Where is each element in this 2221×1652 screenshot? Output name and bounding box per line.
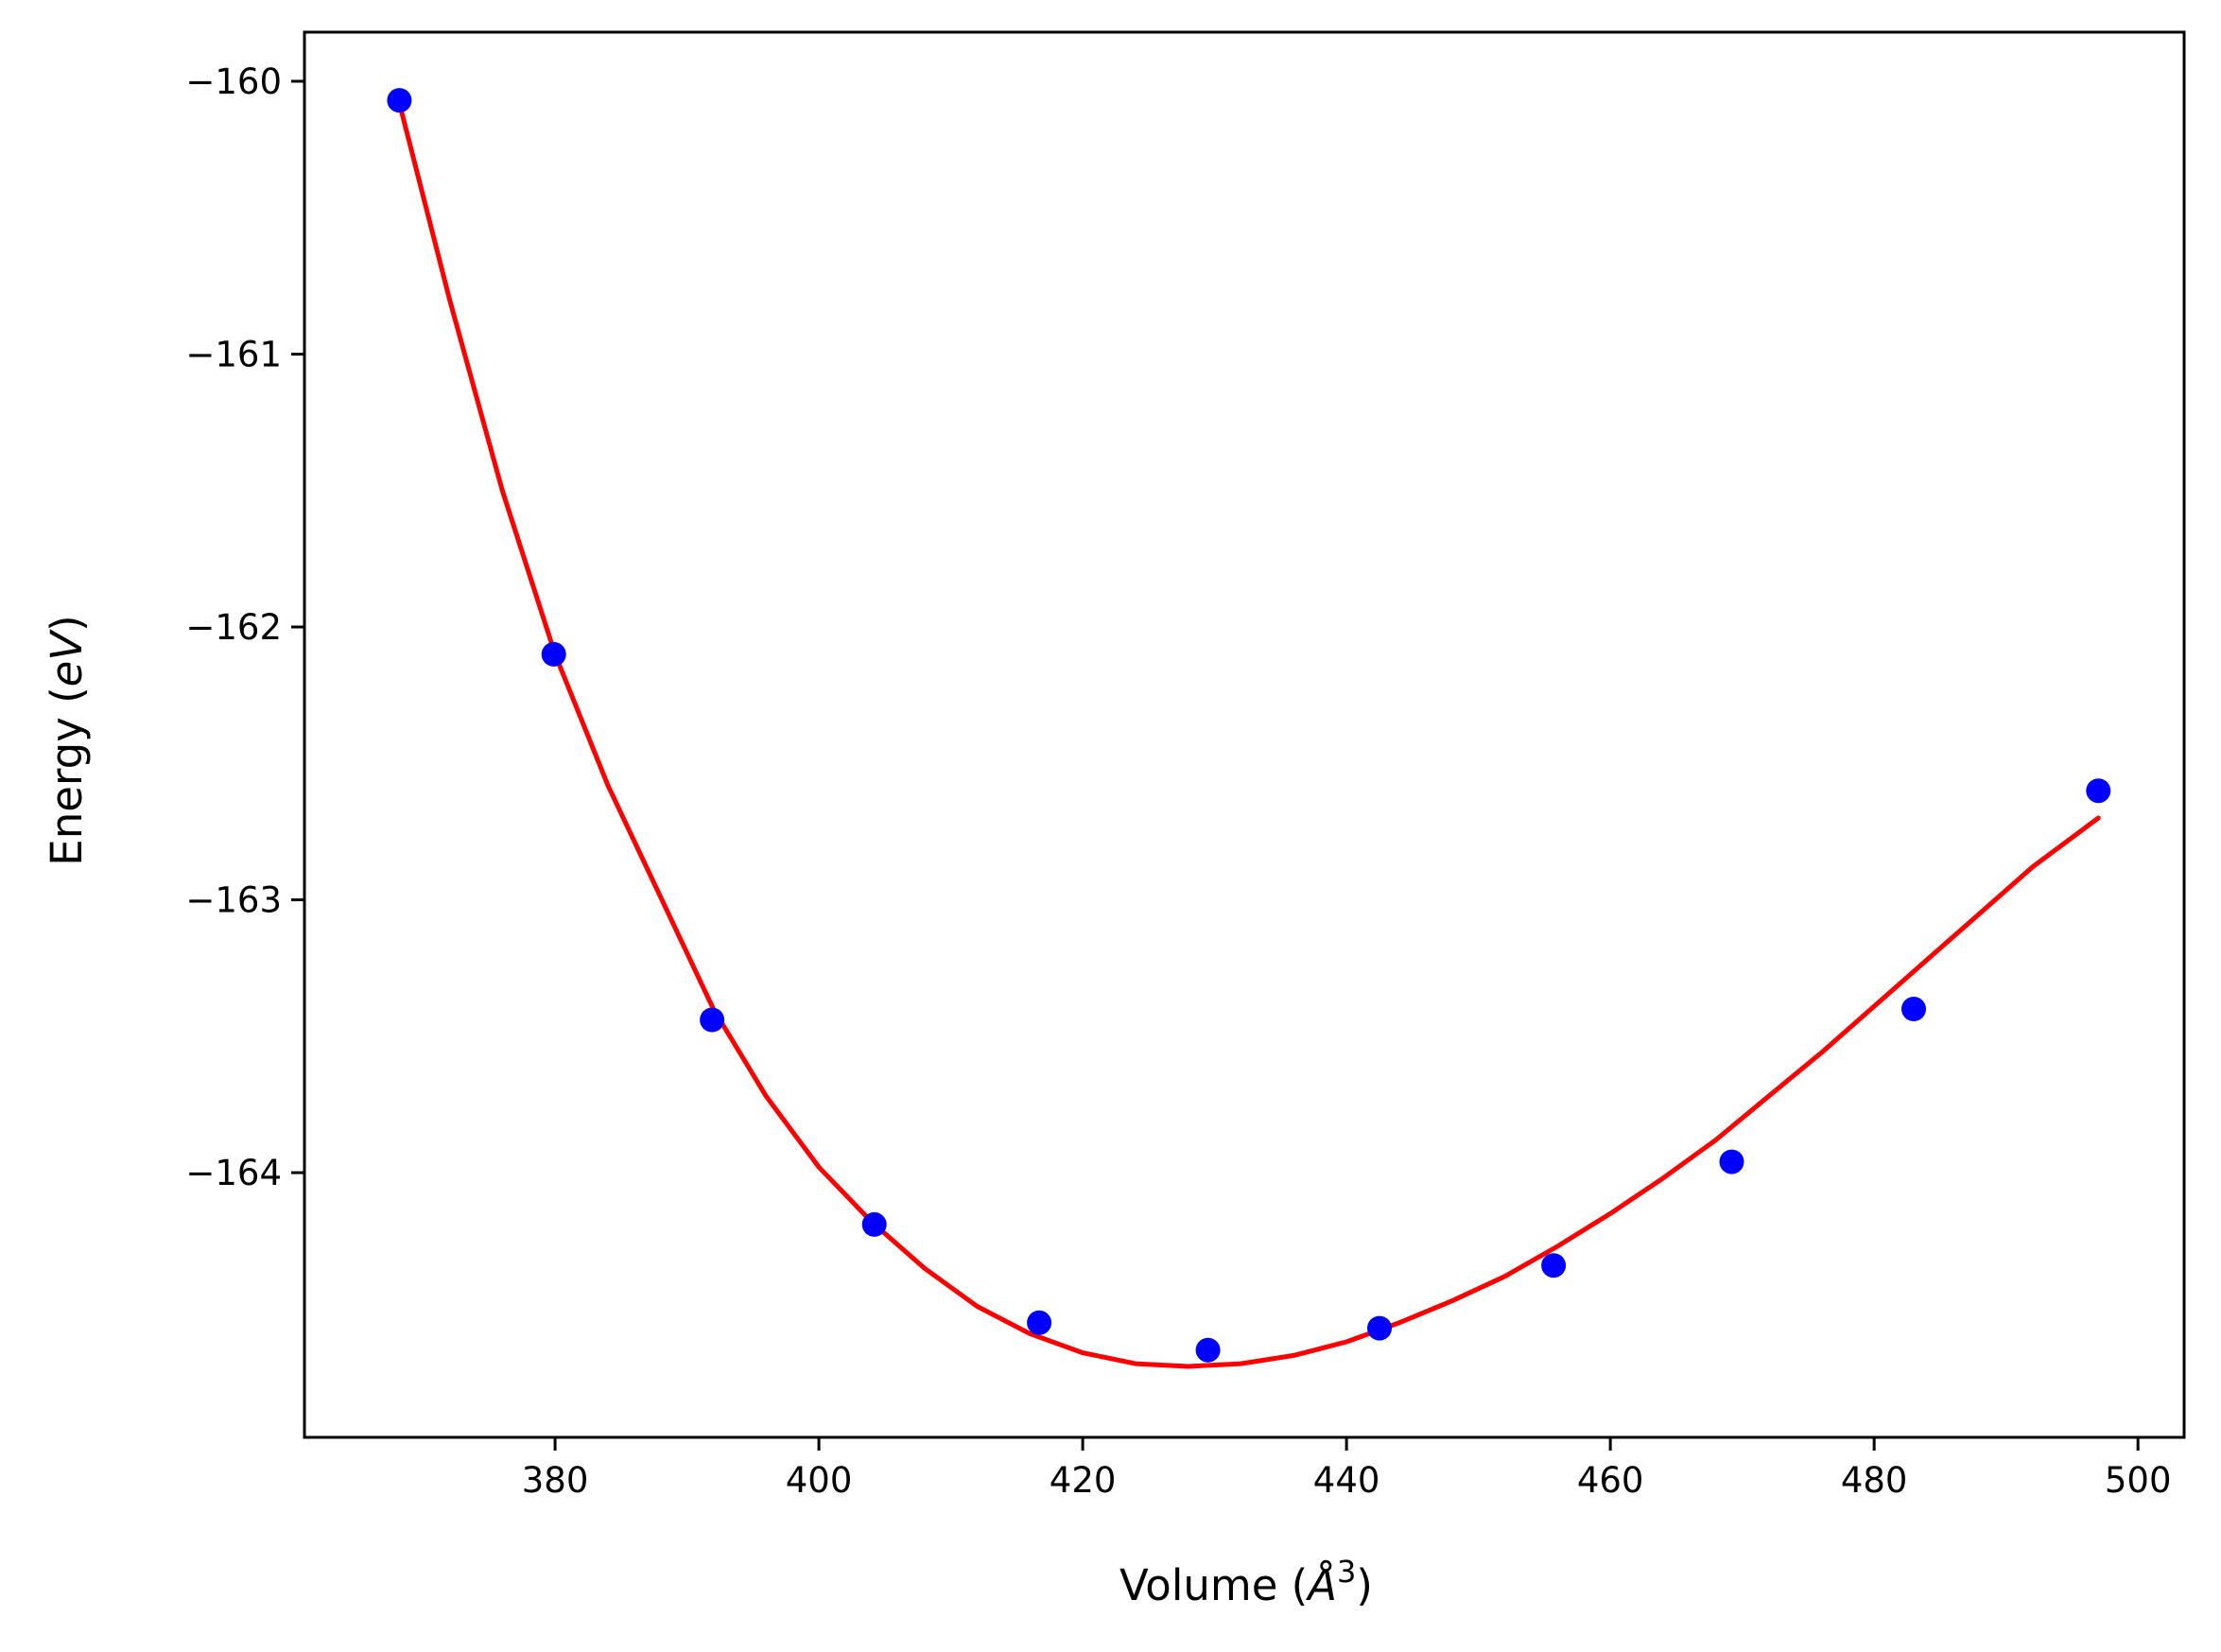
y-tick-label: −164 (185, 1153, 282, 1193)
plot-layer (387, 88, 2111, 1369)
data-point (2086, 778, 2111, 804)
y-tick-label: −162 (185, 607, 282, 648)
x-tick-label: 440 (1313, 1460, 1380, 1501)
data-point (1367, 1315, 1392, 1341)
data-point (387, 88, 412, 113)
data-point (1027, 1310, 1052, 1335)
y-tick-label: −161 (185, 334, 282, 374)
x-tick-label: 500 (2105, 1460, 2172, 1501)
data-point (1719, 1149, 1744, 1174)
x-tick-label: 380 (522, 1460, 589, 1501)
data-point (700, 1007, 725, 1033)
y-tick-label: −160 (185, 61, 282, 102)
x-tick-label: 420 (1050, 1460, 1117, 1501)
data-point (1541, 1253, 1567, 1278)
fit-curve (396, 100, 2101, 1369)
x-tick-label: 400 (786, 1460, 853, 1501)
data-point (541, 641, 566, 667)
data-point (1195, 1337, 1221, 1363)
y-tick-label: −163 (185, 880, 282, 921)
x-axis-label: Volume (Å3) (1119, 1554, 1373, 1610)
y-axis-label: Energy (eV) (42, 615, 92, 865)
tick-layer: 380 400 420 440 460 480 500 −160 −161 −162 −163 −16… (185, 61, 2171, 1501)
data-point (1901, 997, 1926, 1021)
data-point (861, 1211, 887, 1237)
plot-frame (303, 30, 2186, 1439)
x-tick-label: 460 (1577, 1460, 1644, 1501)
x-tick-label: 480 (1841, 1460, 1908, 1501)
